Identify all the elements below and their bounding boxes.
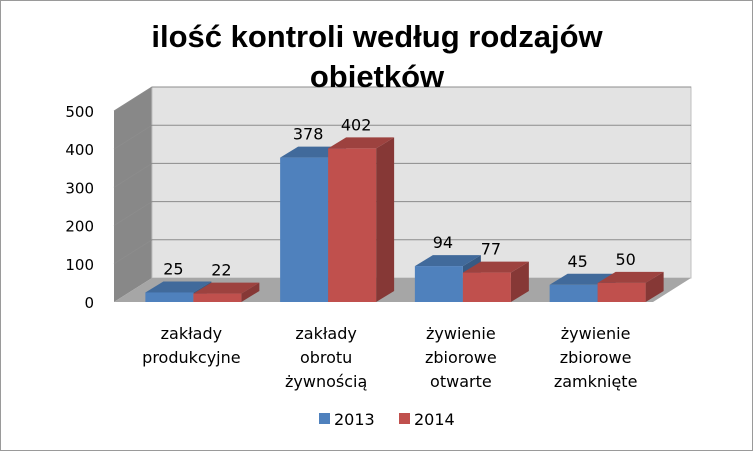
category-label-line: zbiorowe (425, 348, 497, 367)
category-label-line: zbiorowe (560, 348, 632, 367)
y-tick-label: 0 (84, 294, 94, 312)
data-label: 94 (433, 233, 453, 252)
y-axis-tick-labels: 0 100 200 300 400 500 (65, 103, 94, 312)
legend-label: 2014 (414, 410, 455, 429)
legend-label: 2013 (334, 410, 375, 429)
bars (145, 137, 664, 302)
bar-front (328, 148, 377, 302)
bar-front (193, 293, 242, 302)
bar-front (145, 292, 194, 302)
bar-side (510, 261, 529, 302)
bar (597, 271, 664, 302)
category-label-line: produkcyjne (142, 348, 240, 367)
gridline (113, 201, 691, 227)
back-wall (151, 86, 692, 279)
bar-front (414, 266, 463, 302)
chart-walls (114, 86, 692, 302)
gridline (113, 162, 691, 188)
category-label-line: żywienie (426, 324, 496, 343)
gridline (113, 239, 691, 265)
chart-title: ilość kontroli według rodzajów obietków (151, 19, 603, 94)
category-label-line: obrotu (300, 348, 352, 367)
x-category-label: zakłady obrotu żywnością (285, 324, 367, 391)
data-label: 402 (341, 115, 372, 134)
category-label-line: zamknięte (554, 372, 638, 391)
data-label: 50 (615, 250, 635, 269)
bar-top (414, 255, 481, 267)
chart-title-line: obietków (310, 59, 445, 94)
bar (193, 282, 260, 302)
bar-top (597, 271, 664, 283)
bar-top (193, 282, 260, 294)
data-label: 22 (211, 261, 231, 280)
category-label-line: zakłady (295, 324, 356, 343)
x-category-label: żywienie zbiorowe otwarte (425, 324, 497, 391)
bar-top (145, 281, 212, 293)
bar-front (462, 272, 511, 302)
x-axis-category-labels: zakłady produkcyjne zakłady obrotu żywnością… (142, 324, 637, 391)
bar-front (597, 282, 646, 302)
gridline (113, 86, 691, 112)
x-category-label: żywienie zbiorowe zamknięte (554, 324, 638, 391)
bar-front (549, 284, 598, 302)
bar-front (280, 157, 329, 302)
category-label-line: otwarte (430, 372, 492, 391)
x-category-label: zakłady produkcyjne (142, 324, 240, 367)
category-label-line: zakłady (161, 324, 222, 343)
category-label-line: żywienie (561, 324, 631, 343)
y-tick-label: 100 (65, 256, 94, 274)
y-tick-label: 200 (65, 218, 94, 236)
data-label: 25 (163, 259, 183, 278)
legend: 2013 2014 (319, 410, 455, 429)
data-label: 45 (567, 252, 587, 271)
y-tick-label: 400 (65, 141, 94, 159)
side-wall (114, 87, 152, 302)
bar-top (462, 261, 529, 273)
gridline (113, 124, 691, 150)
legend-swatch (399, 413, 410, 424)
data-labels: 25 22 378 402 94 77 45 50 (163, 115, 636, 279)
gridlines (113, 86, 691, 265)
bar-side (645, 271, 664, 302)
y-tick-label: 300 (65, 179, 94, 197)
bar-side (376, 137, 395, 302)
data-label: 77 (481, 240, 501, 259)
bar-side (241, 282, 260, 302)
data-label: 378 (293, 125, 324, 144)
y-tick-label: 500 (65, 103, 94, 121)
bar (462, 261, 529, 302)
chart-title-line: ilość kontroli według rodzajów (151, 19, 603, 54)
bar-top (328, 137, 395, 149)
category-label-line: żywnością (285, 372, 367, 391)
bar (328, 137, 395, 302)
legend-swatch (319, 413, 330, 424)
